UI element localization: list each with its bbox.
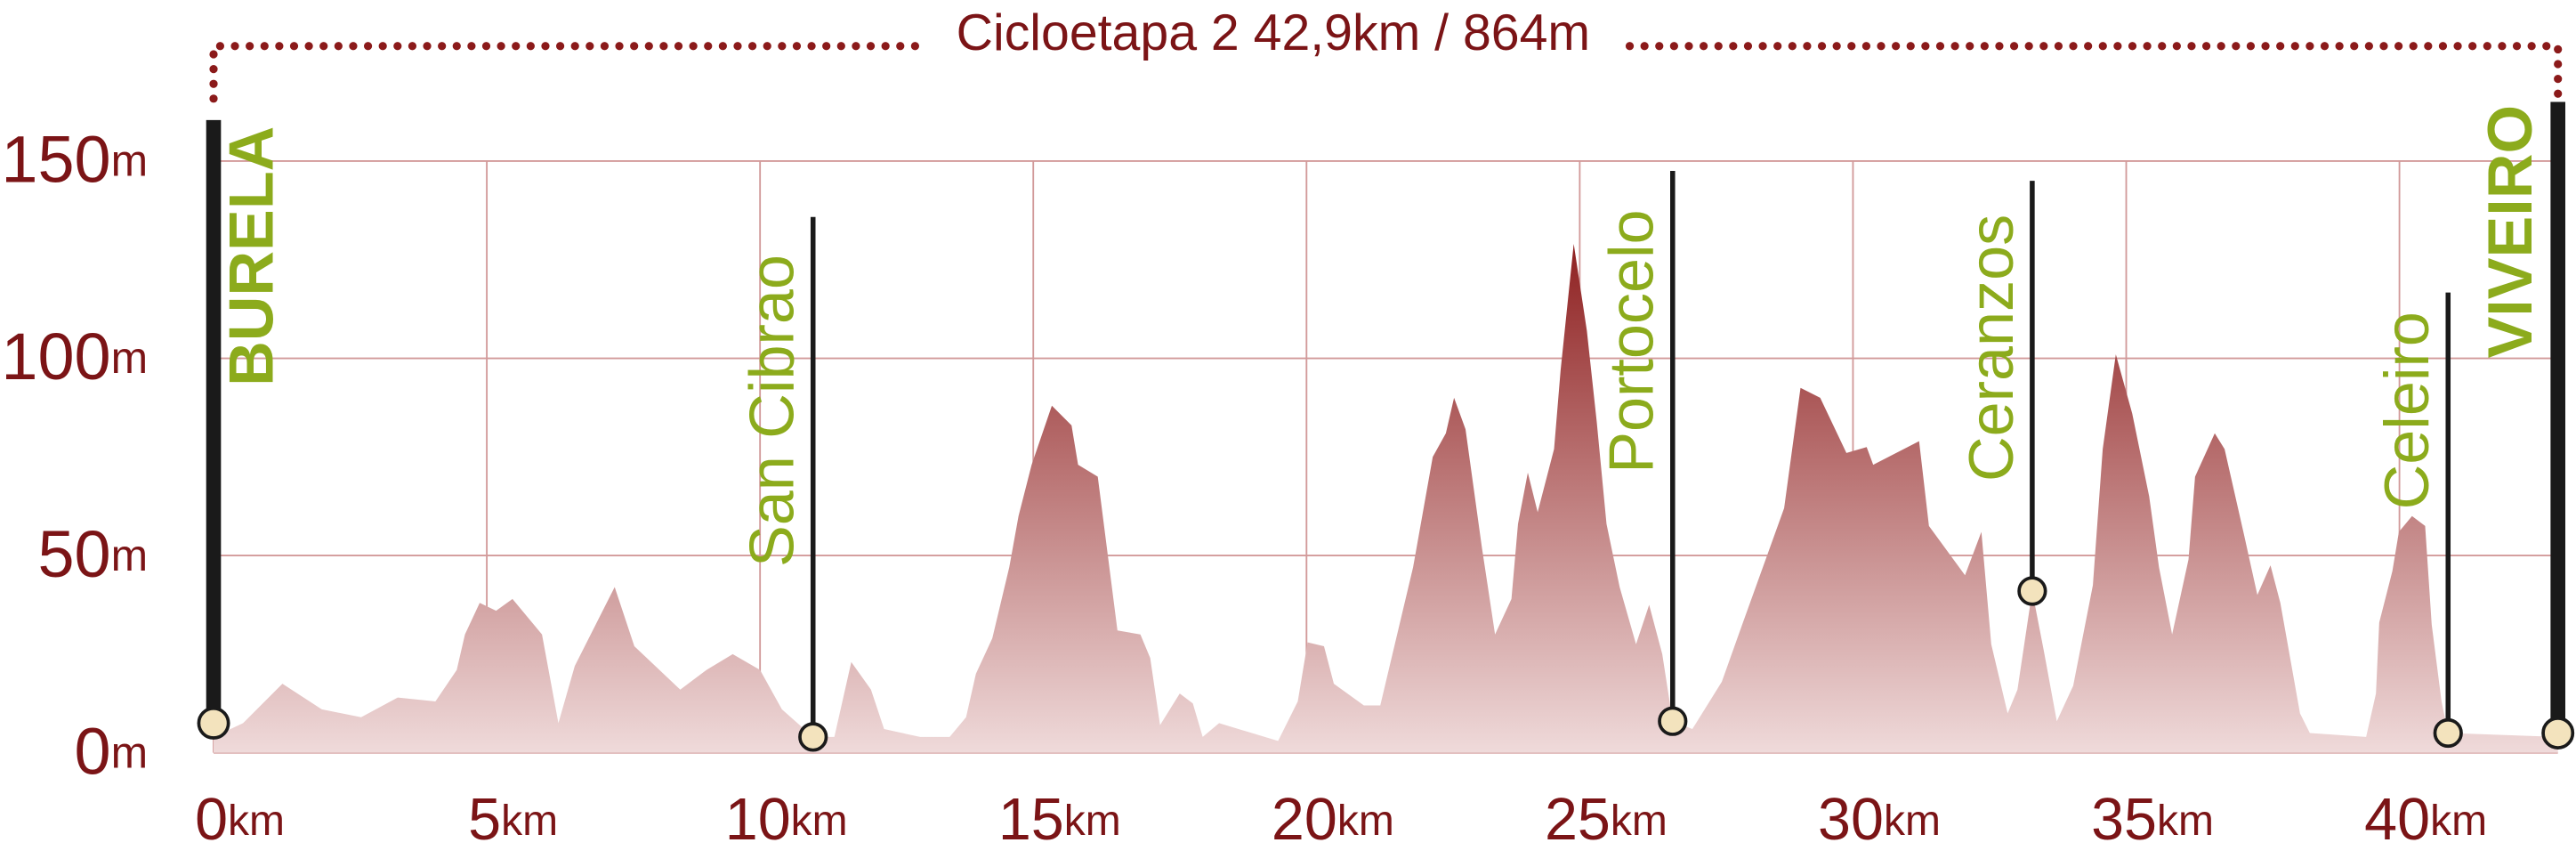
- y-tick-label: 50m: [37, 516, 148, 590]
- chart-title: Cicloetapa 2 42,9km / 864m: [957, 4, 1590, 61]
- labels: 0m 50m 100m 150m 0km 5km 10km 15km 20km 25km 30km 3…: [1, 105, 2545, 853]
- y-tick-label: 150m: [1, 122, 148, 196]
- x-tick-label: 5km: [468, 787, 558, 853]
- waypoint-label: BURELA: [216, 126, 287, 386]
- waypoint-label: Portocelo: [1596, 209, 1667, 473]
- plot: [197, 101, 2575, 753]
- x-tick-label: 20km: [1272, 787, 1394, 853]
- waypoint-marker: [2433, 717, 2463, 749]
- waypoint-marker: [2541, 717, 2575, 750]
- waypoint-marker: [197, 706, 230, 740]
- route-bracket: [209, 42, 2563, 103]
- waypoint-marker: [1658, 706, 1688, 736]
- waypoint-label: Ceranzos: [1956, 215, 2026, 482]
- waypoint-marker: [798, 722, 828, 752]
- waypoint-marker: [2017, 576, 2047, 606]
- x-tick-label: 0km: [195, 787, 285, 853]
- waypoint-label: VIVEIRO: [2475, 105, 2545, 359]
- x-tick-label: 40km: [2364, 787, 2487, 853]
- x-tick-label: 10km: [725, 787, 848, 853]
- x-tick-label: 15km: [998, 787, 1121, 853]
- elevation-area: [214, 244, 2558, 753]
- x-tick-label: 30km: [1818, 787, 1941, 853]
- y-tick-label: 0m: [75, 714, 149, 788]
- x-tick-label: 35km: [2091, 787, 2214, 853]
- y-tick-label: 100m: [1, 320, 148, 393]
- x-tick-label: 25km: [1545, 787, 1668, 853]
- waypoint-label: San Cibrao: [737, 255, 807, 567]
- waypoint-label: Celeiro: [2371, 312, 2442, 509]
